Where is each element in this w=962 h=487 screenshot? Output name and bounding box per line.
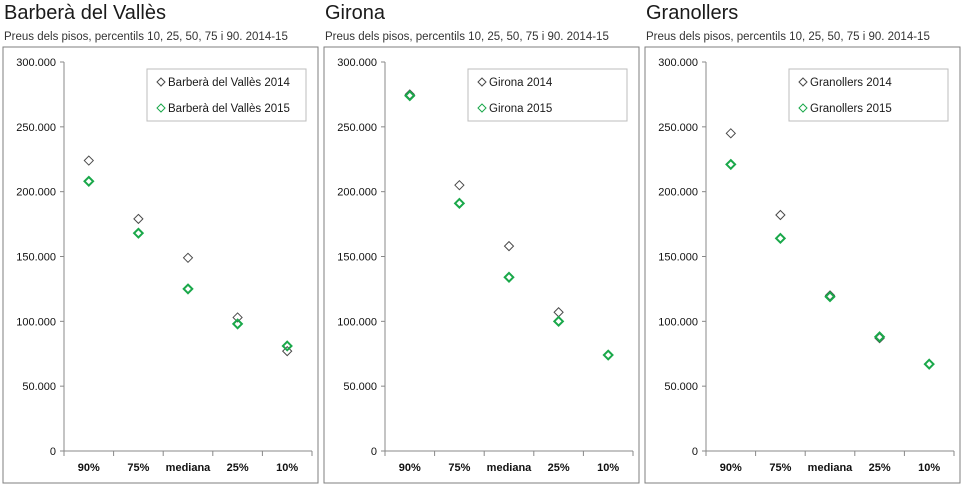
- y-tick-label: 50.000: [22, 381, 56, 393]
- data-point: [453, 197, 466, 210]
- data-point: [503, 240, 515, 252]
- data-point: [923, 358, 935, 370]
- legend-marker: [798, 103, 808, 113]
- x-tick-label: 90%: [399, 462, 421, 474]
- data-point: [553, 307, 564, 318]
- data-point: [132, 227, 145, 239]
- data-point: [454, 179, 465, 191]
- y-tick-label: 150.000: [658, 252, 698, 264]
- legend-box: [467, 68, 628, 122]
- chart-subtitle: Preus dels pisos, percentils 10, 25, 50,…: [325, 31, 609, 43]
- legend-marker: [156, 77, 166, 87]
- chart-title: Barberà del Vallès: [4, 2, 166, 24]
- data-point: [602, 349, 614, 361]
- y-tick-label: 300.000: [337, 57, 377, 69]
- x-tick-label: 75%: [127, 462, 149, 474]
- data-point: [182, 283, 194, 295]
- data-point: [775, 209, 786, 221]
- y-tick-label: 100.000: [337, 316, 377, 328]
- data-point: [133, 213, 144, 225]
- chart-frame: [2, 46, 319, 484]
- x-tick-label: 75%: [769, 462, 791, 474]
- data-point: [873, 331, 886, 343]
- chart-title: Granollers: [646, 2, 739, 24]
- data-point: [824, 290, 836, 303]
- x-tick-label: mediana: [487, 462, 533, 474]
- data-point: [725, 128, 737, 139]
- chart-frame: [323, 46, 640, 484]
- legend-label: Granollers 2015: [810, 103, 892, 115]
- x-tick-label: mediana: [166, 462, 212, 474]
- y-tick-label: 300.000: [16, 57, 56, 69]
- data-point: [503, 271, 515, 283]
- y-tick-label: 150.000: [337, 252, 377, 264]
- x-tick-label: 10%: [597, 462, 619, 474]
- legend-label: Barberà del Vallès 2015: [168, 103, 290, 115]
- data-point: [281, 340, 293, 352]
- chart-panel-girona: Girona Preus dels pisos, percentils 10, …: [321, 0, 641, 487]
- data-point: [231, 318, 244, 330]
- y-tick-label: 250.000: [337, 122, 377, 134]
- y-tick-label: 250.000: [16, 122, 56, 134]
- legend-label: Girona 2014: [489, 77, 553, 89]
- legend-label: Granollers 2014: [810, 77, 892, 89]
- data-point: [552, 315, 565, 328]
- y-tick-label: 200.000: [658, 187, 698, 199]
- y-tick-label: 300.000: [658, 57, 698, 69]
- chart-panel-granollers: Granollers Preus dels pisos, percentils …: [642, 0, 962, 487]
- data-point: [404, 89, 416, 102]
- legend-marker: [477, 77, 487, 87]
- x-tick-label: 90%: [720, 462, 742, 474]
- x-tick-label: 90%: [78, 462, 100, 474]
- chart-panel-barbera: Barberà del Vallès Preus dels pisos, per…: [0, 0, 320, 487]
- legend-label: Barberà del Vallès 2014: [168, 77, 290, 89]
- y-tick-label: 200.000: [16, 187, 56, 199]
- y-tick-label: 0: [692, 446, 698, 458]
- data-point: [281, 345, 293, 357]
- data-point: [774, 232, 787, 245]
- legend-marker: [156, 103, 166, 113]
- x-tick-label: 75%: [448, 462, 470, 474]
- y-tick-label: 50.000: [664, 381, 698, 393]
- legend-box: [146, 68, 307, 122]
- data-point: [83, 155, 95, 166]
- chart-frame: [644, 46, 961, 484]
- x-tick-label: 25%: [869, 462, 891, 474]
- data-point: [232, 312, 243, 323]
- y-tick-label: 100.000: [658, 316, 698, 328]
- x-tick-label: mediana: [808, 462, 854, 474]
- y-tick-label: 50.000: [343, 381, 377, 393]
- y-tick-label: 150.000: [16, 252, 56, 264]
- y-tick-label: 0: [371, 446, 377, 458]
- data-point: [725, 158, 737, 171]
- chart-plot: 300.000 250.000 200.000 150.000 100.000 50.00…: [323, 46, 640, 484]
- data-point: [83, 175, 95, 188]
- y-tick-label: 200.000: [337, 187, 377, 199]
- y-tick-label: 250.000: [658, 122, 698, 134]
- legend-marker: [477, 103, 487, 113]
- chart-plot: 300.000 250.000 200.000 150.000 100.000 50.00…: [2, 46, 319, 484]
- chart-title: Girona: [325, 2, 386, 24]
- y-tick-label: 0: [50, 446, 56, 458]
- chart-plot: 300.000 250.000 200.000 150.000 100.000 50.00…: [644, 46, 961, 484]
- legend-label: Girona 2015: [489, 103, 552, 115]
- x-tick-label: 10%: [918, 462, 940, 474]
- chart-subtitle: Preus dels pisos, percentils 10, 25, 50,…: [646, 31, 930, 43]
- legend-marker: [798, 77, 808, 87]
- x-tick-label: 10%: [276, 462, 298, 474]
- data-point: [182, 252, 194, 264]
- x-tick-label: 25%: [227, 462, 249, 474]
- legend-box: [788, 68, 949, 122]
- x-tick-label: 25%: [548, 462, 570, 474]
- chart-subtitle: Preus dels pisos, percentils 10, 25, 50,…: [4, 31, 288, 43]
- y-tick-label: 100.000: [16, 316, 56, 328]
